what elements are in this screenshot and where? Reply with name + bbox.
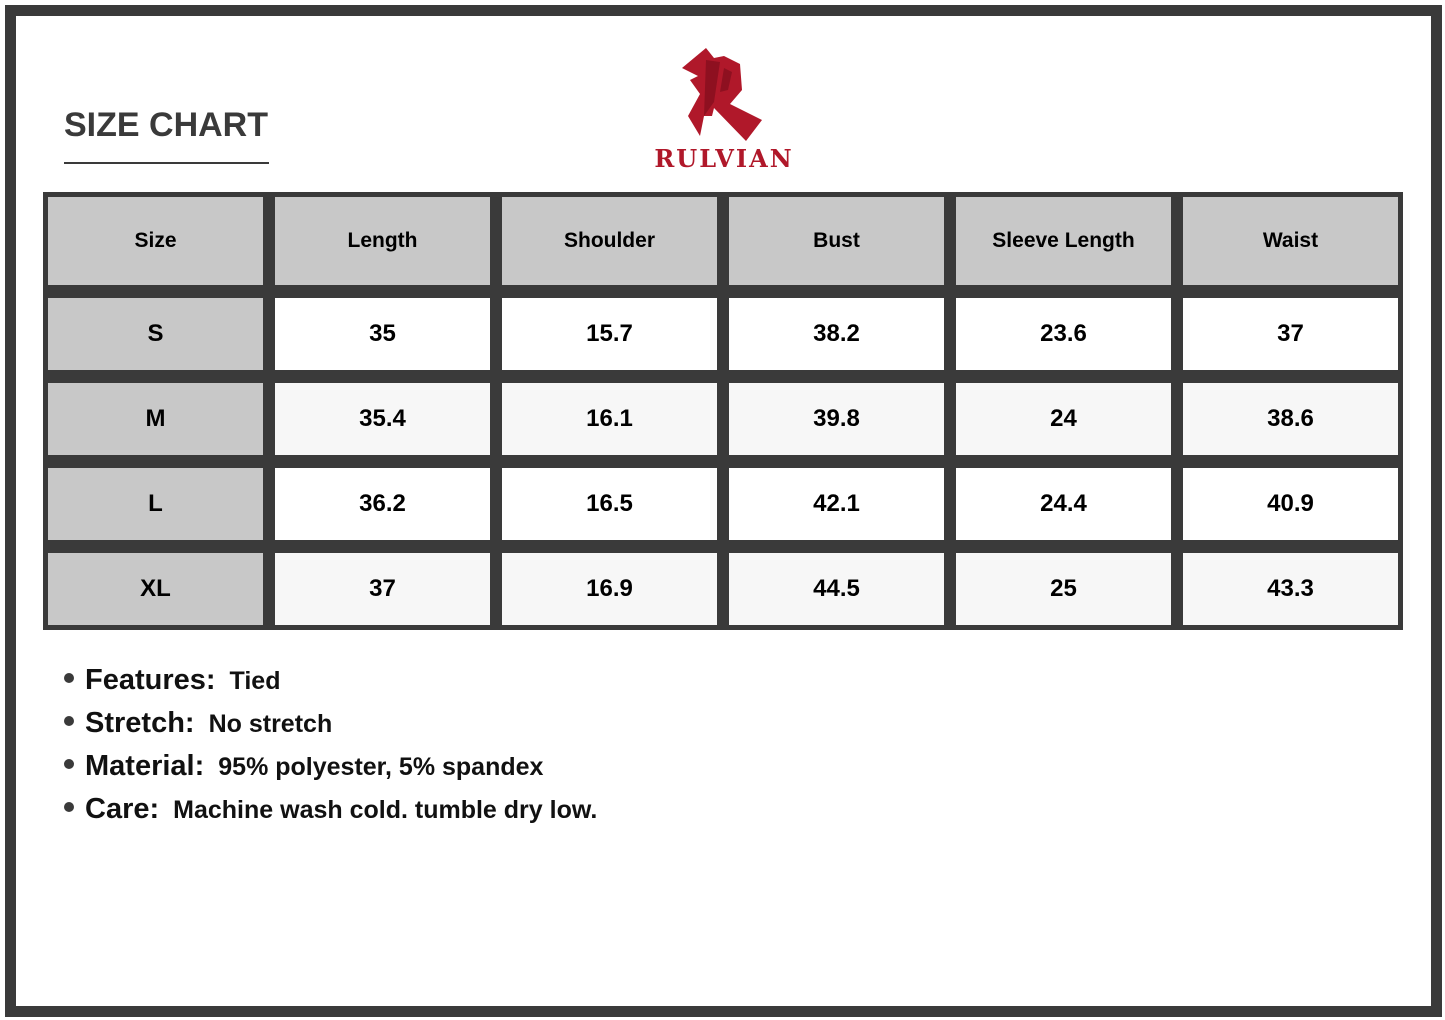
feature-item: Features: Tied [64,664,597,707]
header-shoulder: Shoulder [502,197,717,285]
table-cell: 24 [956,383,1171,455]
table-cell: 39.8 [729,383,944,455]
table-cell: 25 [956,553,1171,625]
size-cell: M [48,383,263,455]
size-table: Size Length Shoulder Bust Sleeve Length … [43,192,1403,630]
bullet-icon [64,673,74,683]
title-underline [64,162,269,164]
brand-logo [640,46,810,144]
table-cell: 36.2 [275,468,490,540]
product-features: Features: Tied Stretch: No stretch Material:… [64,664,597,836]
size-cell: S [48,298,263,370]
header-bust: Bust [729,197,944,285]
header-sleeve-length: Sleeve Length [956,197,1171,285]
table-cell: 35.4 [275,383,490,455]
feature-label: Features: [85,664,216,696]
bullet-icon [64,759,74,769]
table-cell: 37 [275,553,490,625]
table-cell: 40.9 [1183,468,1398,540]
feature-item: Stretch: No stretch [64,707,597,750]
bullet-icon [64,802,74,812]
table-cell: 15.7 [502,298,717,370]
brand-name: RULVIAN [654,144,794,173]
size-cell: XL [48,553,263,625]
table-cell: 37 [1183,298,1398,370]
table-cell: 43.3 [1183,553,1398,625]
table-cell: 44.5 [729,553,944,625]
feature-item: Material: 95% polyester, 5% spandex [64,750,597,793]
table-cell: 23.6 [956,298,1171,370]
feature-item: Care: Machine wash cold. tumble dry low. [64,793,597,836]
feature-label: Material: [85,750,205,782]
table-cell: 38.6 [1183,383,1398,455]
table-cell: 16.1 [502,383,717,455]
feature-value: Tied [229,667,281,695]
table-cell: 35 [275,298,490,370]
header-waist: Waist [1183,197,1398,285]
header-size: Size [48,197,263,285]
feature-value: Machine wash cold. tumble dry low. [173,796,598,824]
feature-value: 95% polyester, 5% spandex [218,753,544,781]
page-title: SIZE CHART [64,106,268,144]
feature-label: Care: [85,793,160,825]
feature-label: Stretch: [85,707,195,739]
table-cell: 38.2 [729,298,944,370]
feature-value: No stretch [208,710,333,738]
size-cell: L [48,468,263,540]
table-cell: 16.9 [502,553,717,625]
r-logo-icon [682,48,762,141]
table-cell: 42.1 [729,468,944,540]
table-cell: 16.5 [502,468,717,540]
header-length: Length [275,197,490,285]
bullet-icon [64,716,74,726]
table-cell: 24.4 [956,468,1171,540]
